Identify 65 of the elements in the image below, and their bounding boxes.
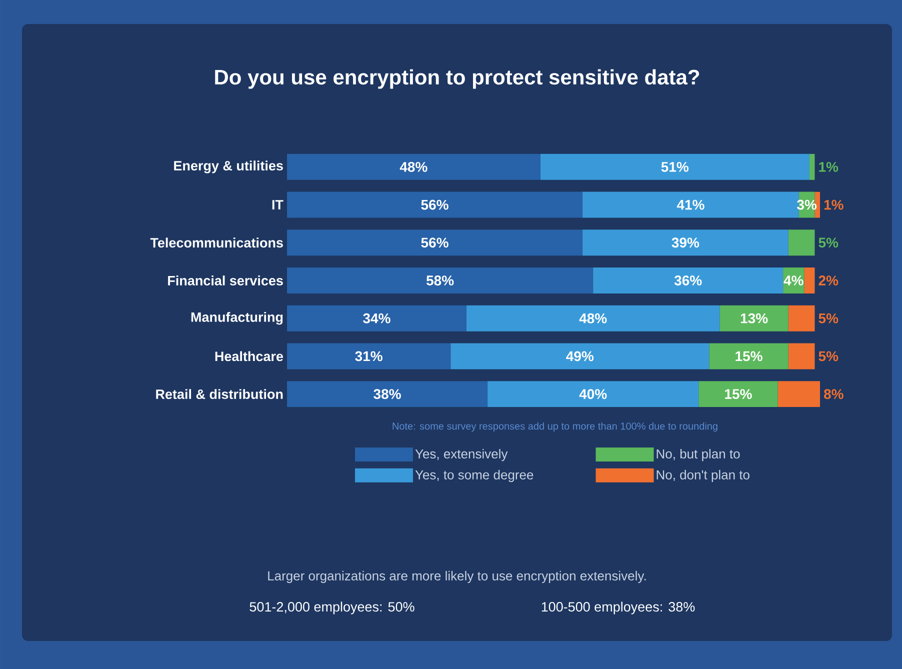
- data-label: 49%: [566, 351, 594, 362]
- legend-label: No, don't plan to: [656, 470, 750, 482]
- bar: [450, 343, 710, 370]
- bar: [582, 192, 799, 218]
- bar: [287, 343, 451, 370]
- data-label: 38%: [374, 389, 401, 400]
- y-tick-label: Financial services: [168, 276, 283, 286]
- data-label: 1%: [819, 162, 838, 172]
- data-label: 15%: [725, 389, 752, 399]
- bar: [287, 154, 540, 180]
- y-tick-label: Manufacturing: [191, 312, 283, 325]
- data-label: 8%: [824, 389, 844, 400]
- data-label: 39%: [672, 238, 700, 248]
- text: 501-2,000 employees: 50%: [250, 602, 414, 614]
- bar: [488, 381, 699, 408]
- legend-label: No, but plan to: [656, 448, 740, 462]
- bar: [466, 305, 720, 332]
- bar: [540, 154, 810, 180]
- bar: [287, 381, 488, 408]
- bar: [698, 381, 778, 408]
- data-label: 41%: [676, 200, 704, 210]
- data-label: 5%: [818, 351, 838, 362]
- data-label: 48%: [400, 162, 428, 172]
- data-label: 56%: [421, 200, 448, 210]
- data-label: 15%: [736, 351, 762, 362]
- y-tick-label: IT: [272, 200, 284, 210]
- bar: [287, 267, 594, 294]
- legend-label: Yes, to some degree: [415, 470, 534, 482]
- data-label: 2%: [818, 276, 838, 286]
- data-label: 5%: [818, 238, 838, 248]
- bar: [809, 154, 815, 180]
- bar: [287, 192, 583, 218]
- data-label: 13%: [740, 313, 768, 324]
- bar: [709, 343, 788, 370]
- y-tick-label: Telecommunications: [150, 238, 283, 248]
- bar: [582, 230, 788, 256]
- bar: [788, 230, 815, 256]
- bar: [778, 381, 820, 408]
- data-label: 58%: [426, 276, 454, 286]
- data-label: 36%: [674, 276, 702, 286]
- data-label: 5%: [818, 313, 838, 324]
- bar: [593, 267, 784, 294]
- bar: [287, 230, 583, 256]
- data-label: 48%: [579, 313, 607, 324]
- bar: [720, 305, 788, 332]
- data-label: 56%: [421, 238, 448, 248]
- data-label: 31%: [355, 351, 382, 362]
- chart-title: Do you use encryption to protect sensitive data?: [215, 69, 700, 89]
- data-label: 51%: [661, 162, 689, 172]
- legend-label: Yes, extensively: [415, 448, 508, 462]
- text: Larger organizations are more likely to use encryption extensively.: [268, 570, 646, 584]
- data-label: 40%: [579, 389, 607, 400]
- data-label: 1%: [824, 200, 844, 210]
- y-tick-label: Retail & distribution: [156, 389, 283, 400]
- data-label: 34%: [363, 313, 390, 324]
- bar: [287, 305, 466, 332]
- bar: [804, 267, 815, 294]
- bar: [788, 343, 815, 370]
- data-label: 4%: [784, 276, 804, 286]
- y-tick-label: Healthcare: [215, 351, 283, 362]
- bar: [788, 305, 815, 332]
- text: 100-500 employees: 38%: [542, 602, 695, 614]
- bar: [814, 192, 820, 218]
- text: Note: some survey responses add up to more than 100% due to rounding: [392, 422, 718, 432]
- y-tick-label: Energy & utilities: [174, 160, 283, 174]
